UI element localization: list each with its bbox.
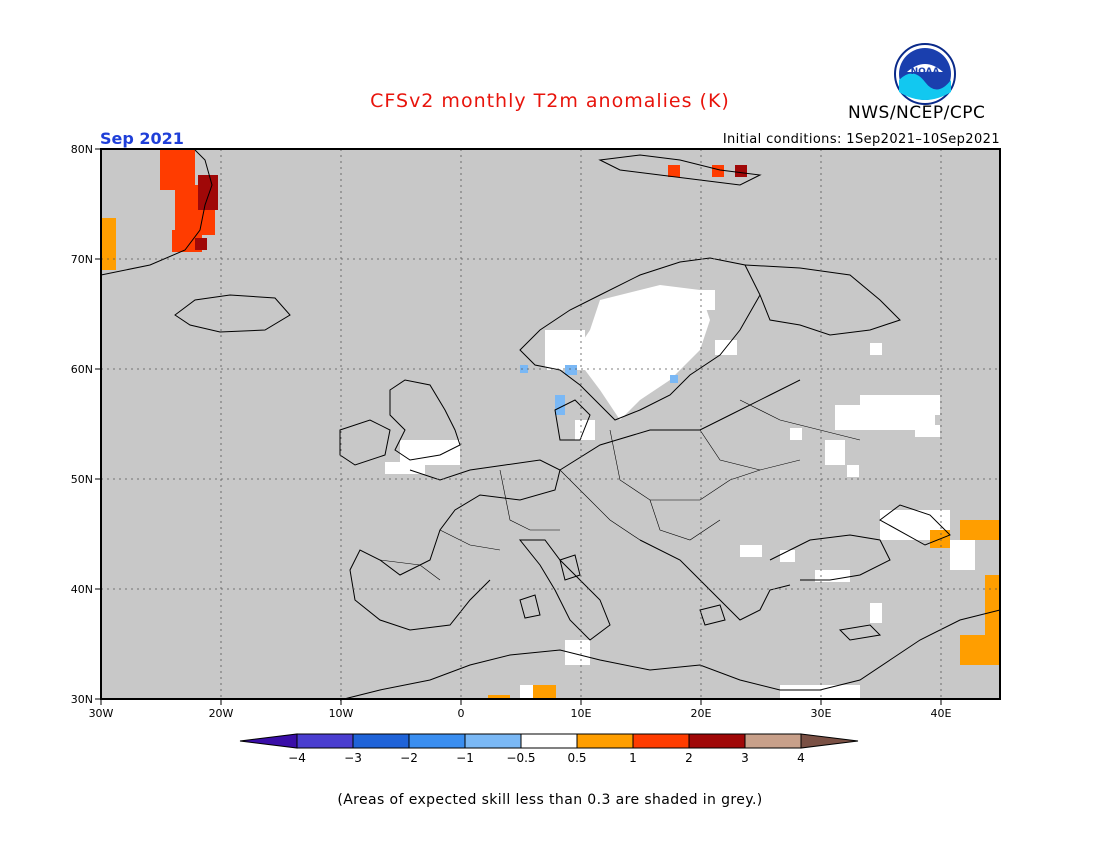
borders xyxy=(379,399,861,581)
lat-label: 30N xyxy=(71,693,93,706)
org-label: NWS/NCEP/CPC xyxy=(848,103,986,123)
coastlines xyxy=(100,149,1001,701)
lon-label: 10E xyxy=(571,707,592,720)
colorbar-arrow-high xyxy=(800,733,859,749)
graticule xyxy=(101,149,1000,699)
colorbar-label: 1 xyxy=(629,751,637,765)
lat-label: 50N xyxy=(71,473,93,486)
lat-label: 40N xyxy=(71,583,93,596)
period-label: Sep 2021 xyxy=(100,129,184,148)
footnote: (Areas of expected skill less than 0.3 a… xyxy=(337,792,763,808)
colorbar-label: −1 xyxy=(456,751,474,765)
colorbar-label: −0.5 xyxy=(506,751,535,765)
colorbar-arrow-low xyxy=(239,733,298,749)
lon-label: 0 xyxy=(458,707,465,720)
anomaly-patches xyxy=(101,150,1000,699)
colorbar-labels: −4 −3 −2 −1 −0.5 0.5 1 2 3 4 xyxy=(288,751,805,765)
lon-label: 20E xyxy=(691,707,712,720)
lon-labels: 30W 20W 10W 0 10E 20E 30E 40E xyxy=(89,707,952,720)
colorbar-label: 2 xyxy=(685,751,693,765)
lon-label: 20W xyxy=(209,707,234,720)
lat-labels: 30N 40N 50N 60N 70N 80N xyxy=(71,143,93,706)
colorbar-label: −2 xyxy=(400,751,418,765)
lat-label: 60N xyxy=(71,363,93,376)
lat-label: 70N xyxy=(71,253,93,266)
axis-ticks xyxy=(95,148,942,705)
lon-label: 10W xyxy=(329,707,354,720)
colorbar-label: 4 xyxy=(797,751,805,765)
chart-title: CFSv2 monthly T2m anomalies (K) xyxy=(370,90,730,112)
initial-conditions-label: Initial conditions: 1Sep2021–10Sep2021 xyxy=(722,132,1000,147)
colorbar xyxy=(239,733,859,749)
lon-label: 40E xyxy=(931,707,952,720)
colorbar-label: −4 xyxy=(288,751,306,765)
lon-label: 30W xyxy=(89,707,114,720)
colorbar-label: 0.5 xyxy=(567,751,586,765)
lat-label: 80N xyxy=(71,143,93,156)
colorbar-label: −3 xyxy=(344,751,362,765)
map-frame xyxy=(100,148,1001,700)
noaa-logo: NOAA xyxy=(894,43,956,105)
logo-text: NOAA xyxy=(911,67,940,77)
lon-label: 30E xyxy=(811,707,832,720)
colorbar-label: 3 xyxy=(741,751,749,765)
